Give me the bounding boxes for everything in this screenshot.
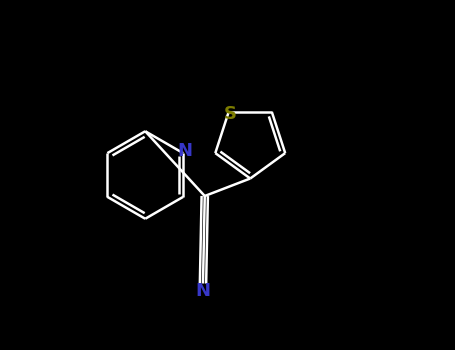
Text: N: N: [196, 282, 211, 300]
Text: S: S: [224, 105, 237, 123]
Text: N: N: [177, 142, 192, 160]
